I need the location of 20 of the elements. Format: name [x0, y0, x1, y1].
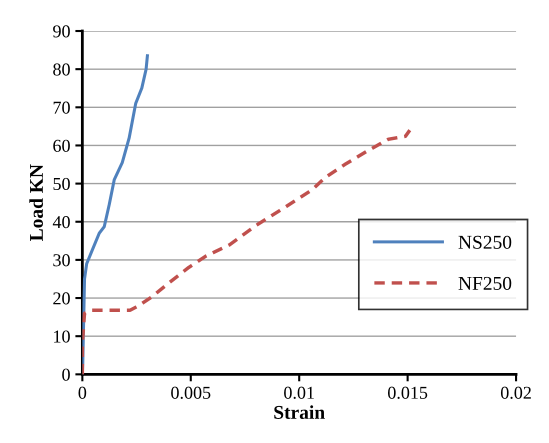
x-tick-label: 0 [78, 386, 86, 399]
x-tick-label: 0.015 [388, 386, 428, 399]
x-tick-label: 0.02 [500, 386, 531, 399]
line-series [82, 128, 412, 374]
legend-label: NF250 [458, 276, 512, 290]
y-tick-label: 10 [54, 330, 70, 343]
x-tick-label: 0.01 [284, 386, 314, 399]
x-tick-label: 0.005 [171, 386, 210, 399]
y-tick-label: 80 [53, 63, 70, 76]
y-tick-label: 70 [54, 102, 70, 114]
y-tick-label: 90 [53, 25, 70, 38]
y-tick-label: 50 [54, 178, 70, 190]
y-tick-label: 40 [52, 216, 70, 228]
x-axis-title: Strain [274, 405, 325, 419]
legend-label: NS250 [458, 236, 512, 249]
y-tick-label: 20 [53, 292, 70, 304]
y-tick-label: 30 [53, 254, 70, 266]
y-tick-label: 60 [53, 140, 70, 152]
y-axis-title: Load KN [29, 164, 43, 241]
y-tick-label: 0 [62, 368, 70, 381]
